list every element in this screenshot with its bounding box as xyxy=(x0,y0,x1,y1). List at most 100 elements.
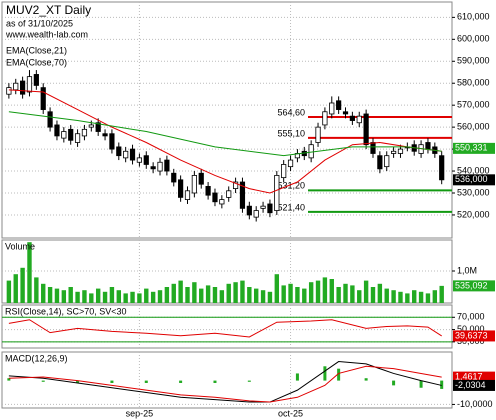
volume-bar xyxy=(350,285,355,303)
candle-body xyxy=(281,164,287,179)
y-tick-label: -10,0000 xyxy=(457,399,493,409)
last-value-box xyxy=(453,371,495,383)
candle-body xyxy=(336,100,342,110)
volume-bar xyxy=(212,287,218,303)
volume-bar xyxy=(157,290,163,303)
volume-bar xyxy=(116,290,121,303)
candle-body xyxy=(68,128,74,141)
volume-bar xyxy=(82,290,87,303)
volume-bar xyxy=(13,274,18,303)
volume-bar xyxy=(274,274,280,303)
volume-bar xyxy=(130,291,135,303)
candle-body xyxy=(20,80,26,95)
volume-bar xyxy=(322,277,328,303)
candle-body xyxy=(329,102,335,115)
volume-bar xyxy=(240,280,245,303)
volume-bar xyxy=(247,287,252,303)
level-label: 531,20 xyxy=(277,181,305,191)
source: www.wealth-lab.com xyxy=(5,29,88,39)
volume-bar xyxy=(219,290,225,303)
candle-body xyxy=(33,74,39,86)
volume-bar xyxy=(253,288,259,303)
series-line xyxy=(8,89,442,194)
last-value-box xyxy=(453,379,495,391)
volume-bar xyxy=(205,285,211,303)
volume-bar xyxy=(384,288,389,303)
level-label: 564,60 xyxy=(277,107,305,117)
volume-bar xyxy=(68,287,73,303)
histogram-bar xyxy=(364,378,368,381)
volume-bar xyxy=(308,282,314,303)
candle-body xyxy=(198,172,204,185)
candle-body xyxy=(356,115,362,124)
chart-subtitle: as of 31/10/2025 xyxy=(6,18,73,28)
last-value-label: 39,6373 xyxy=(455,330,488,340)
last-value-box xyxy=(453,280,495,292)
candle-body xyxy=(370,142,376,154)
y-tick-label: 590,000 xyxy=(457,56,490,66)
panel-frame xyxy=(1,1,453,239)
histogram-bar xyxy=(247,380,251,382)
x-tick-label: oct-25 xyxy=(278,408,303,418)
volume-bar xyxy=(233,282,238,303)
volume-bar xyxy=(164,287,170,303)
volume-bar xyxy=(109,287,115,303)
candle-body xyxy=(61,131,67,139)
volume-bar xyxy=(357,290,362,303)
panel-title: RSI(Close,14), SC>70, SV<30 xyxy=(5,306,127,316)
volume-bar xyxy=(27,242,32,303)
volume-bar xyxy=(102,291,108,303)
candle-body xyxy=(54,124,60,137)
y-tick-label: 520,000 xyxy=(457,209,490,219)
candle-body xyxy=(267,203,273,214)
last-value-box xyxy=(453,174,495,186)
volume-bar xyxy=(171,283,176,303)
volume-bar xyxy=(6,280,12,303)
candle-body xyxy=(391,150,397,154)
volume-bar xyxy=(336,287,341,303)
last-value-box xyxy=(453,142,495,154)
histogram-bar xyxy=(213,380,217,383)
series-line xyxy=(8,365,442,403)
candle-body xyxy=(397,148,404,154)
volume-bar xyxy=(199,288,204,303)
volume-bar xyxy=(370,287,376,303)
last-value-label: 535,092 xyxy=(455,280,488,290)
histogram-bar xyxy=(392,380,396,386)
volume-bar xyxy=(281,285,286,303)
legend-entry: EMA(Close,21) xyxy=(6,45,67,55)
panel-title: MACD(12,26,9) xyxy=(5,353,68,363)
candle-body xyxy=(171,172,177,183)
candle-body xyxy=(232,181,239,190)
y-tick-label: 50,000 xyxy=(457,324,485,334)
candle-body xyxy=(164,159,170,172)
candle-body xyxy=(377,155,383,170)
chart-title: MUV2_XT Daily xyxy=(6,3,91,17)
candle-body xyxy=(349,115,355,121)
candle-body xyxy=(109,133,115,150)
candle-body xyxy=(47,111,53,128)
volume-bar xyxy=(123,293,128,303)
candle-body xyxy=(123,150,129,159)
candle-body xyxy=(191,175,197,194)
candle-body xyxy=(102,133,108,137)
volume-bar xyxy=(41,283,46,303)
candle-body xyxy=(178,179,184,198)
volume-bar xyxy=(260,290,266,303)
series-line xyxy=(8,361,442,403)
volume-bar xyxy=(89,293,94,303)
level-label: 521,40 xyxy=(277,202,305,212)
volume-bar xyxy=(192,282,197,303)
last-value-label: 536,000 xyxy=(455,174,488,184)
volume-bar xyxy=(425,293,431,303)
volume-bar xyxy=(432,290,438,303)
candle-body xyxy=(143,155,149,165)
y-tick-label: 570,000 xyxy=(457,100,490,110)
candle-body xyxy=(40,87,46,110)
candle-body xyxy=(205,186,211,196)
volume-bar xyxy=(47,287,53,303)
volume-bar xyxy=(302,288,307,303)
candle-body xyxy=(95,122,101,132)
histogram-bar xyxy=(110,380,114,383)
